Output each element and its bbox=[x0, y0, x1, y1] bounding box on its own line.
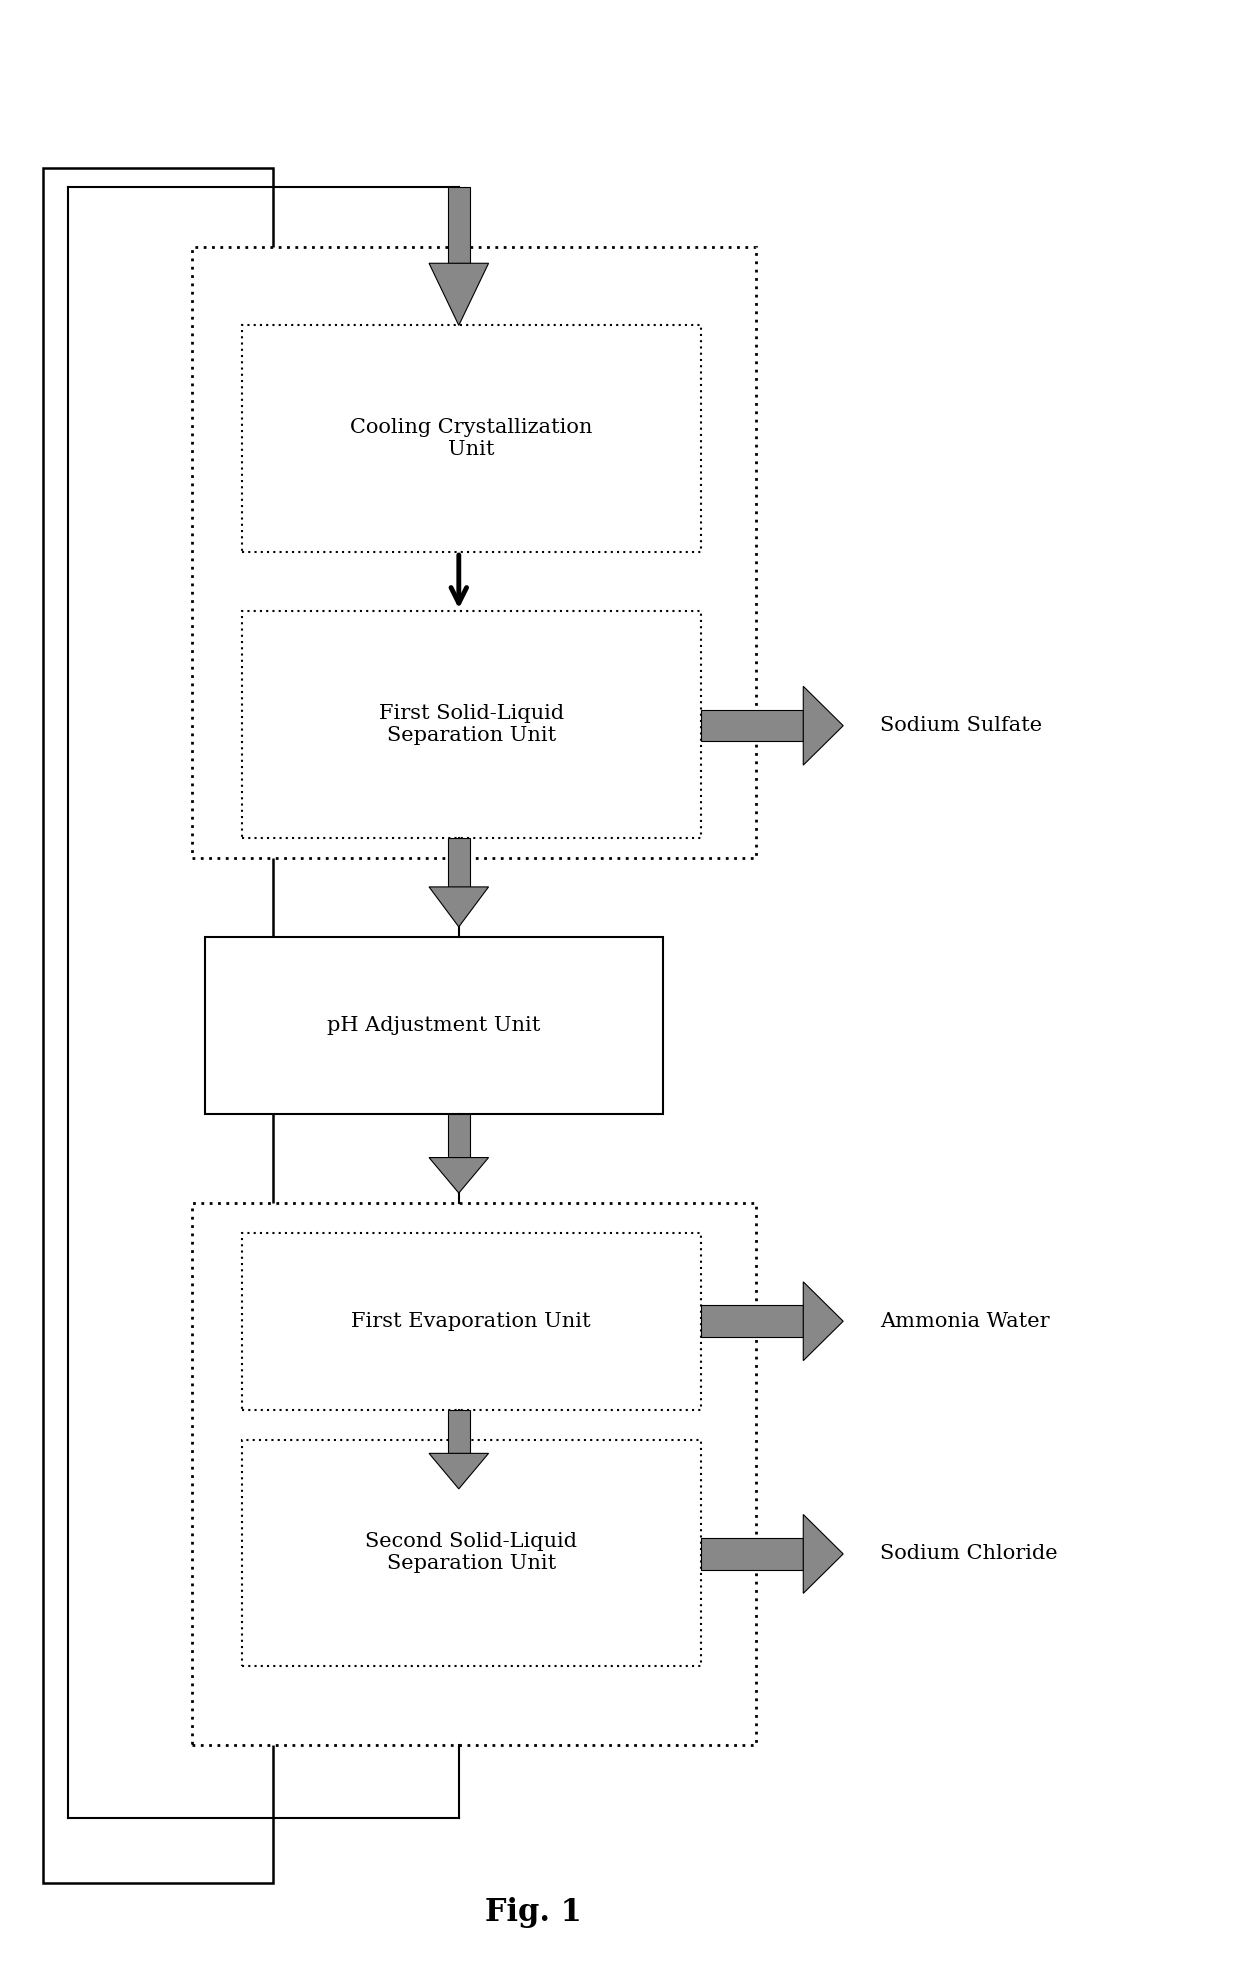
Bar bbox=[242, 325, 701, 552]
Bar bbox=[701, 1538, 804, 1570]
Bar bbox=[701, 710, 804, 741]
Bar bbox=[192, 1203, 756, 1745]
Text: Ammonia Water: Ammonia Water bbox=[880, 1311, 1050, 1331]
Text: pH Adjustment Unit: pH Adjustment Unit bbox=[327, 1016, 541, 1035]
Polygon shape bbox=[804, 1514, 843, 1593]
Text: Second Solid-Liquid
Separation Unit: Second Solid-Liquid Separation Unit bbox=[366, 1532, 577, 1574]
Text: Sodium Sulfate: Sodium Sulfate bbox=[880, 716, 1043, 736]
Bar bbox=[242, 611, 701, 838]
Text: Sodium Chloride: Sodium Chloride bbox=[880, 1544, 1058, 1564]
Bar bbox=[448, 1114, 470, 1158]
Polygon shape bbox=[804, 686, 843, 765]
Bar bbox=[448, 187, 470, 262]
Bar bbox=[701, 1305, 804, 1337]
Bar bbox=[448, 838, 470, 887]
Bar bbox=[448, 1410, 470, 1453]
Polygon shape bbox=[804, 1282, 843, 1361]
Polygon shape bbox=[429, 1158, 489, 1193]
Polygon shape bbox=[429, 1453, 489, 1489]
Bar bbox=[192, 246, 756, 858]
Text: Cooling Crystallization
Unit: Cooling Crystallization Unit bbox=[350, 418, 593, 459]
Text: Fig. 1: Fig. 1 bbox=[485, 1897, 582, 1929]
Bar bbox=[205, 937, 663, 1114]
Text: First Evaporation Unit: First Evaporation Unit bbox=[351, 1311, 591, 1331]
Bar bbox=[43, 168, 273, 1883]
Text: First Solid-Liquid
Separation Unit: First Solid-Liquid Separation Unit bbox=[378, 704, 564, 745]
Bar bbox=[242, 1440, 701, 1666]
Polygon shape bbox=[429, 262, 489, 325]
Bar bbox=[242, 1232, 701, 1410]
Polygon shape bbox=[429, 887, 489, 927]
